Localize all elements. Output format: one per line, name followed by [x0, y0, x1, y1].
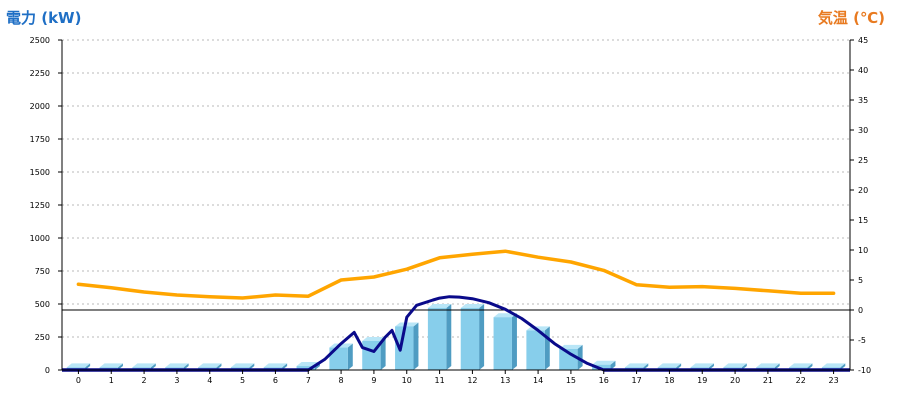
- gridlines: [62, 39, 850, 338]
- bar-side: [544, 326, 550, 370]
- right-axis-title: 気温 (℃): [818, 9, 885, 27]
- right-tick-label: 40: [858, 66, 868, 75]
- left-tick-label: 2500: [30, 36, 50, 45]
- bar: [526, 326, 550, 370]
- x-tick-label: 20: [730, 376, 740, 385]
- x-tick-label: 0: [76, 376, 81, 385]
- left-tick-label: 0: [45, 366, 50, 375]
- right-tick-label: 45: [858, 36, 868, 45]
- bar-front: [296, 366, 315, 370]
- x-tick-label: 21: [763, 376, 773, 385]
- x-tick-label: 9: [371, 376, 376, 385]
- left-tick-label: 500: [35, 300, 50, 309]
- x-tick-label: 13: [500, 376, 510, 385]
- x-tick-label: 2: [142, 376, 147, 385]
- bar-top: [690, 363, 714, 368]
- x-tick-label: 17: [631, 376, 641, 385]
- bar-top: [723, 363, 747, 368]
- left-tick-label: 1500: [30, 168, 50, 177]
- bar-top: [362, 336, 386, 341]
- lines: [62, 249, 850, 372]
- right-tick-label: 30: [858, 126, 868, 135]
- bar: [427, 303, 452, 370]
- temperature-line: [76, 249, 836, 300]
- x-tick-label: 3: [174, 376, 179, 385]
- x-tick-label: 7: [306, 376, 311, 385]
- bar-top: [821, 363, 846, 368]
- bar-top: [427, 303, 452, 308]
- left-tick-label: 1000: [30, 234, 50, 243]
- bar-top: [198, 363, 222, 368]
- x-tick-label: 10: [402, 376, 412, 385]
- right-tick-label: -5: [858, 336, 866, 345]
- x-tick-label: 14: [533, 376, 543, 385]
- bar: [329, 343, 353, 370]
- bar-side: [577, 344, 583, 370]
- bar-side: [610, 360, 616, 370]
- bar-top: [559, 344, 583, 349]
- bar-front: [592, 364, 611, 370]
- bar-top: [165, 363, 189, 368]
- bar-front: [526, 330, 545, 370]
- bar-top: [230, 363, 255, 368]
- power-curve: [306, 295, 606, 372]
- bar-side: [446, 303, 452, 370]
- bar-top: [592, 360, 616, 365]
- right-tick-label: 35: [858, 96, 868, 105]
- right-tick-label: 15: [858, 216, 868, 225]
- bar: [395, 322, 419, 370]
- right-tick-label: 20: [858, 186, 868, 195]
- bar-side: [380, 336, 386, 370]
- bar-top: [657, 363, 682, 368]
- x-tick-label: 15: [566, 376, 576, 385]
- x-tick-label: 5: [240, 376, 245, 385]
- bar-front: [493, 317, 512, 370]
- bar: [493, 313, 517, 370]
- right-tick-label: -10: [858, 366, 871, 375]
- bar-side: [479, 303, 485, 370]
- bar-side: [413, 322, 419, 370]
- x-tick-label: 22: [796, 376, 806, 385]
- bar-top: [789, 363, 813, 368]
- x-tick-label: 19: [697, 376, 707, 385]
- bar-top: [263, 363, 288, 368]
- right-tick-label: 10: [858, 246, 868, 255]
- x-tick-label: 6: [273, 376, 278, 385]
- bar-front: [395, 326, 414, 370]
- bar: [460, 303, 485, 370]
- bar-top: [66, 363, 91, 368]
- axes: 02505007501000125015001750200022502500-1…: [30, 36, 871, 385]
- left-tick-label: 250: [35, 333, 50, 342]
- left-tick-label: 2250: [30, 69, 50, 78]
- bar-front: [329, 347, 348, 370]
- left-tick-label: 1750: [30, 135, 50, 144]
- x-tick-label: 18: [664, 376, 674, 385]
- x-tick-label: 4: [207, 376, 212, 385]
- left-axis-title: 電力 (kW): [6, 9, 81, 27]
- bar: [592, 360, 616, 370]
- x-tick-label: 11: [434, 376, 444, 385]
- bar-top: [756, 363, 780, 368]
- right-tick-label: 25: [858, 156, 868, 165]
- bar-top: [132, 363, 156, 368]
- bar-top: [624, 363, 649, 368]
- x-tick-label: 8: [339, 376, 344, 385]
- bar-top: [460, 303, 485, 308]
- left-tick-label: 750: [35, 267, 50, 276]
- bar-side: [511, 313, 517, 370]
- x-tick-label: 23: [828, 376, 838, 385]
- left-tick-label: 2000: [30, 102, 50, 111]
- right-tick-label: 0: [858, 306, 863, 315]
- x-tick-label: 16: [599, 376, 609, 385]
- bar-front: [427, 307, 447, 370]
- bar-top: [99, 363, 123, 368]
- left-tick-label: 1250: [30, 201, 50, 210]
- x-tick-label: 1: [109, 376, 114, 385]
- bar-front: [460, 307, 480, 370]
- bar-side: [347, 343, 353, 370]
- x-tick-label: 12: [467, 376, 477, 385]
- right-tick-label: 5: [858, 276, 863, 285]
